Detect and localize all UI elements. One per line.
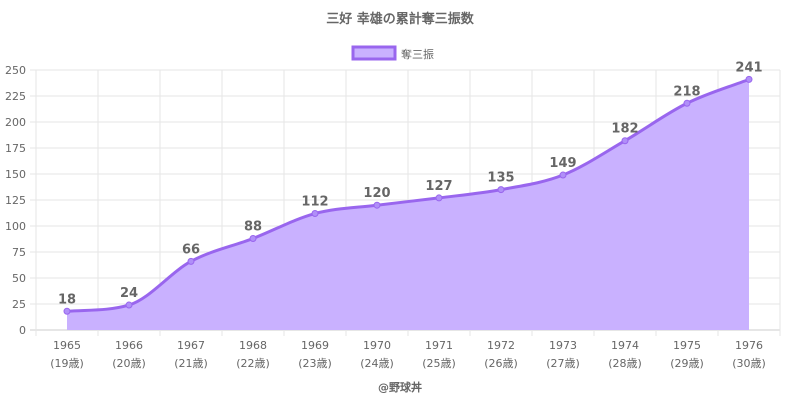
data-labels: 18 24 66 88 112 120 127 135 149 182 218 241	[58, 60, 763, 307]
x-tick-sublabel: (25歳)	[422, 357, 456, 370]
y-tick-label: 25	[12, 298, 26, 311]
data-point[interactable]	[497, 186, 505, 194]
data-label: 241	[735, 60, 762, 75]
x-tick-label: 1968	[239, 339, 267, 352]
x-tick-label: 1965	[53, 339, 81, 352]
data-point[interactable]	[373, 201, 381, 209]
y-tick-label: 250	[5, 64, 26, 77]
x-tick-sublabel: (29歳)	[670, 357, 704, 370]
data-label: 66	[182, 242, 200, 257]
x-tick-sublabel: (30歳)	[732, 357, 766, 370]
series-area	[66, 77, 750, 330]
y-tick-label: 125	[5, 194, 26, 207]
series-fill	[67, 79, 749, 330]
legend-label: 奪三振	[401, 47, 434, 61]
data-label: 182	[611, 122, 638, 137]
x-tick-label: 1976	[735, 339, 763, 352]
x-tick-sublabel: (22歳)	[236, 357, 270, 370]
y-tick-label: 0	[19, 324, 26, 337]
x-axis: 1965 (19歳) 1966 (20歳) 1967 (21歳) 1968 (22歳) 1969…	[50, 339, 766, 370]
y-tick-label: 50	[12, 272, 26, 285]
y-tick-label: 75	[12, 246, 26, 259]
data-label: 135	[487, 171, 514, 186]
x-tick-label: 1966	[115, 339, 143, 352]
x-tick-label: 1972	[487, 339, 515, 352]
data-points	[63, 75, 753, 315]
x-tick-sublabel: (21歳)	[174, 357, 208, 370]
data-label: 127	[425, 179, 452, 194]
x-tick-sublabel: (24歳)	[360, 357, 394, 370]
x-tick-sublabel: (19歳)	[50, 357, 84, 370]
data-label: 218	[673, 84, 700, 99]
x-tick-label: 1975	[673, 339, 701, 352]
y-axis: 0 25 50 75 100 125 150 175 200 225 250	[5, 64, 26, 337]
legend-swatch	[351, 45, 397, 61]
x-tick-label: 1967	[177, 339, 205, 352]
x-tick-label: 1974	[611, 339, 639, 352]
data-point[interactable]	[683, 99, 691, 107]
chart-title: 三好 幸雄の累計奪三振数	[326, 11, 475, 27]
series-line	[66, 77, 750, 313]
data-label: 24	[120, 286, 138, 301]
data-label: 149	[549, 156, 576, 171]
x-tick-label: 1973	[549, 339, 577, 352]
footer-credit: @野球丼	[378, 380, 422, 394]
data-point[interactable]	[311, 210, 319, 218]
x-tick-label: 1969	[301, 339, 329, 352]
data-point[interactable]	[249, 234, 257, 242]
data-point[interactable]	[559, 171, 567, 179]
x-tick-label: 1970	[363, 339, 391, 352]
data-label: 120	[363, 186, 390, 201]
data-point[interactable]	[621, 137, 629, 145]
data-label: 88	[244, 219, 262, 234]
data-label: 112	[301, 195, 328, 210]
y-tick-label: 175	[5, 142, 26, 155]
data-point[interactable]	[435, 194, 443, 202]
y-tick-label: 225	[5, 90, 26, 103]
data-point[interactable]	[125, 301, 133, 309]
data-point[interactable]	[745, 75, 753, 83]
legend[interactable]: 奪三振	[351, 45, 434, 61]
data-point[interactable]	[187, 257, 195, 265]
x-tick-sublabel: (28歳)	[608, 357, 642, 370]
y-tick-label: 200	[5, 116, 26, 129]
data-point[interactable]	[63, 307, 71, 315]
data-label: 18	[58, 292, 76, 307]
x-tick-sublabel: (20歳)	[112, 357, 146, 370]
x-tick-sublabel: (27歳)	[546, 357, 580, 370]
y-tick-label: 150	[5, 168, 26, 181]
x-tick-label: 1971	[425, 339, 453, 352]
x-tick-sublabel: (23歳)	[298, 357, 332, 370]
x-tick-sublabel: (26歳)	[484, 357, 518, 370]
y-tick-label: 100	[5, 220, 26, 233]
